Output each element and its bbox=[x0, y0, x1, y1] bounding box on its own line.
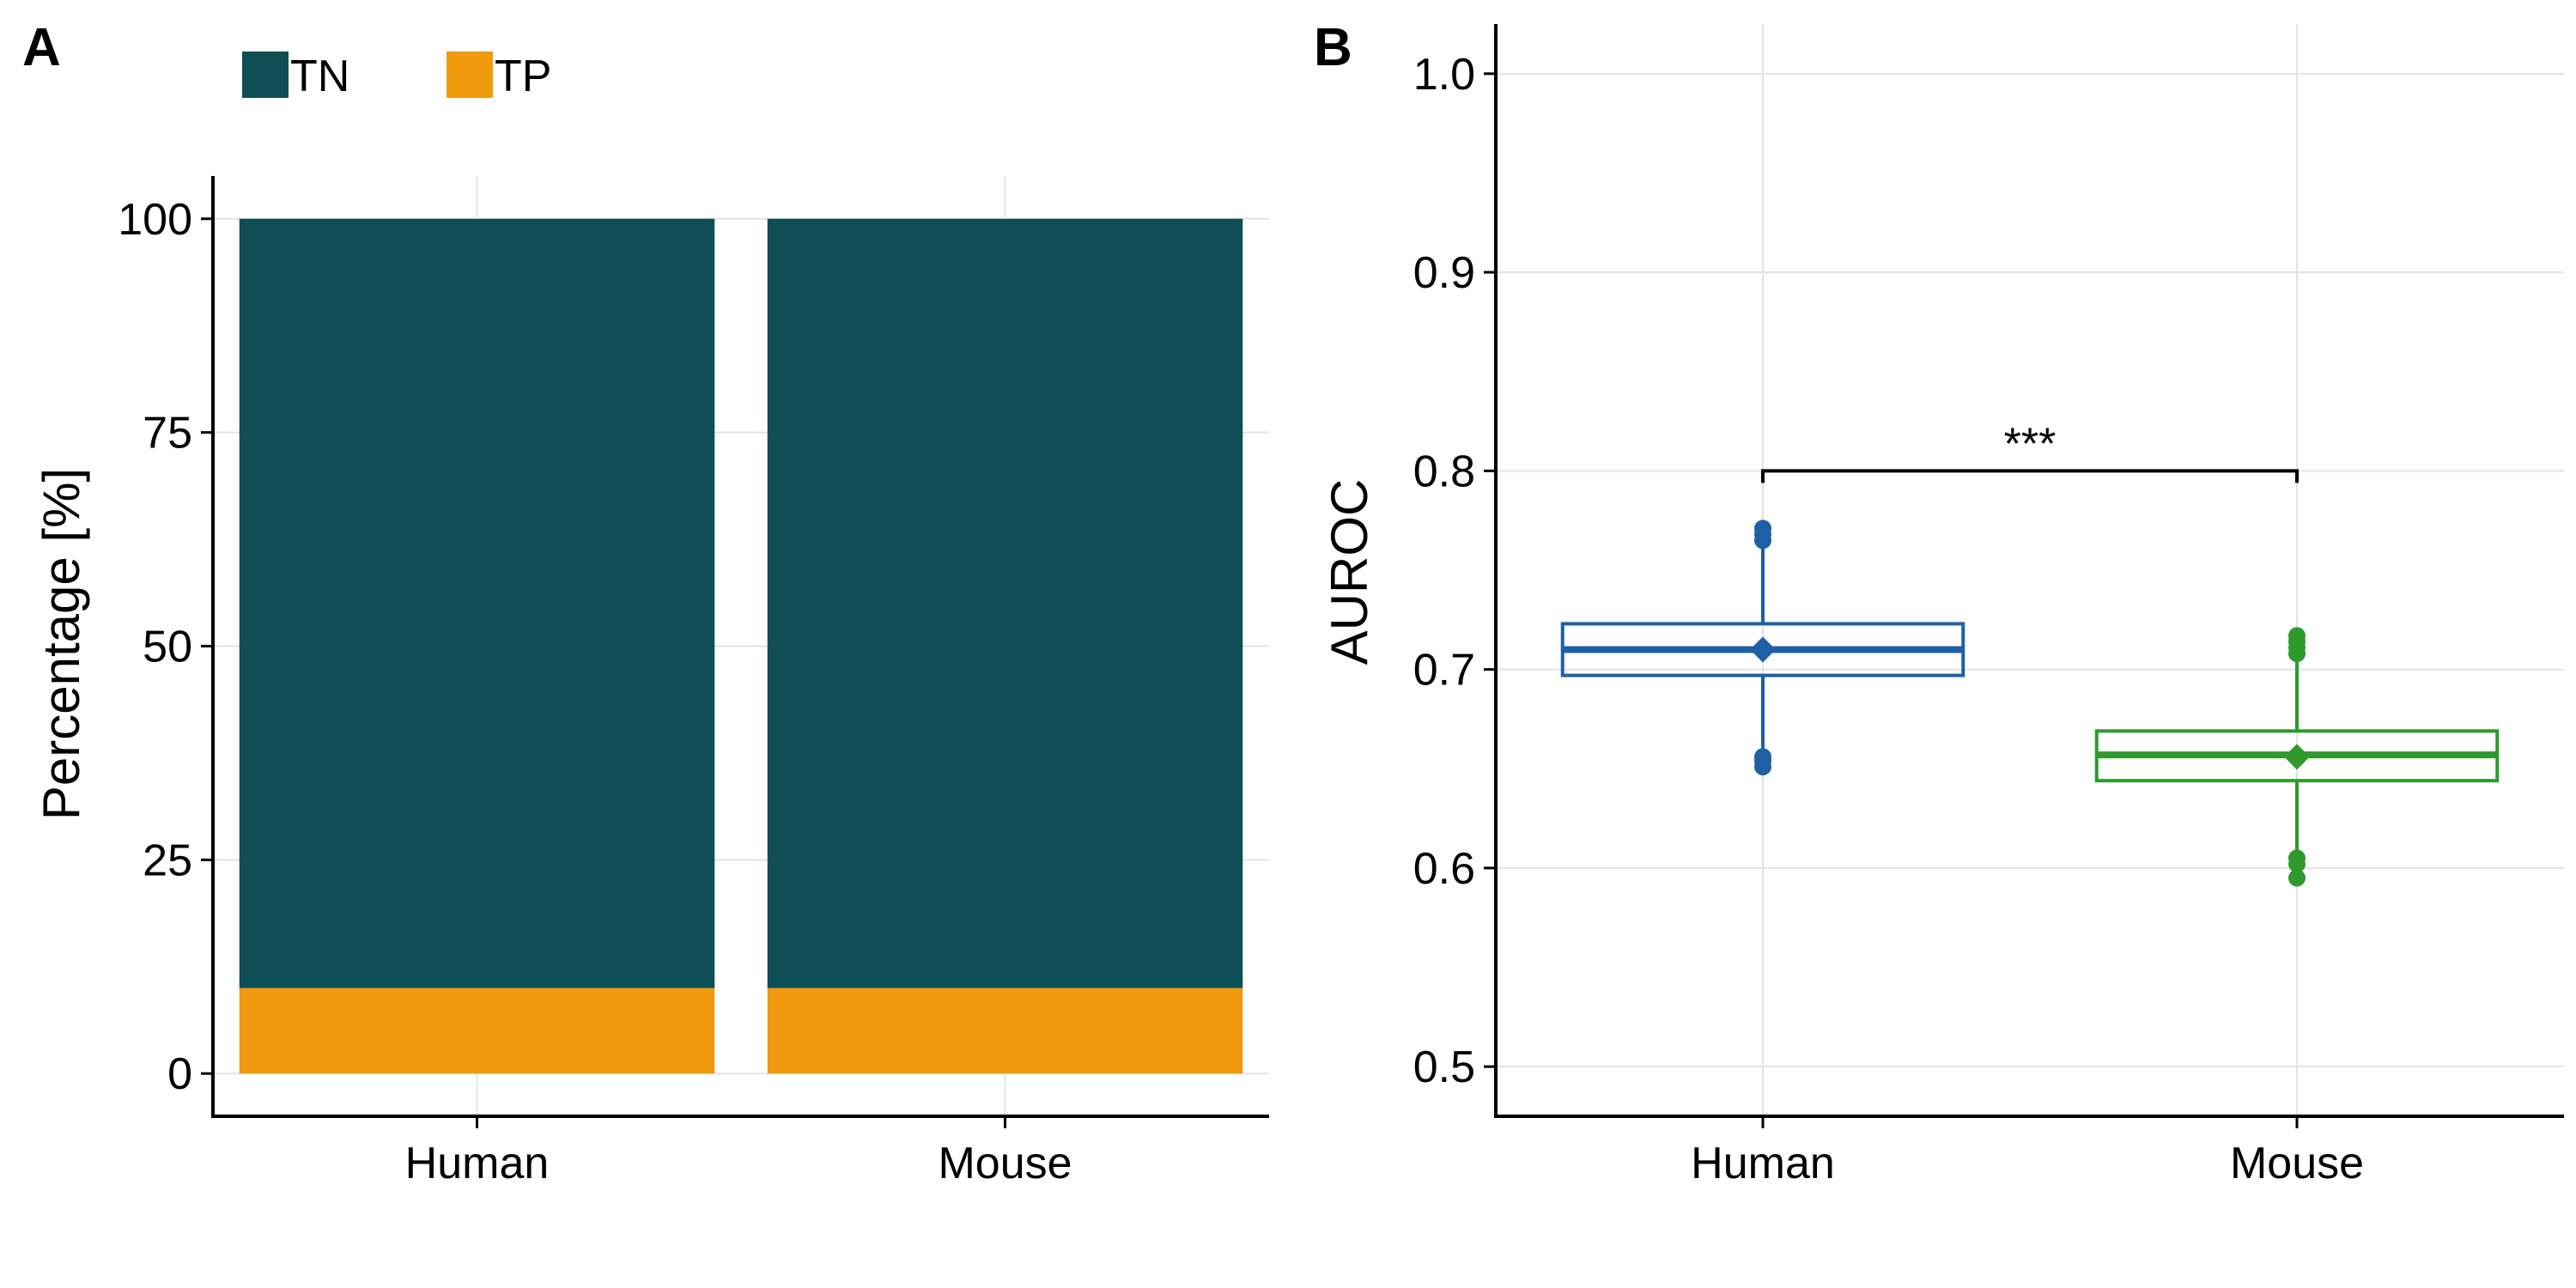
a-y-tick-label: 100 bbox=[118, 195, 192, 245]
box-human bbox=[1560, 519, 1965, 775]
outlier-point-mouse bbox=[2288, 869, 2306, 887]
a-y-tick-label: 50 bbox=[143, 623, 192, 672]
a-y-tick-label: 25 bbox=[143, 835, 192, 885]
significance-label: *** bbox=[2004, 419, 2057, 469]
bar-tn-mouse bbox=[767, 218, 1243, 988]
stacked-bar-chart-panel-a: 0 25 50 75 100 Human Mouse Percentage [%] TN TP bbox=[33, 52, 1269, 1188]
bar-tp-mouse bbox=[767, 987, 1243, 1074]
a-x-tick-label: Mouse bbox=[938, 1139, 1072, 1188]
b-x-tick-label: Mouse bbox=[2230, 1139, 2364, 1188]
mean-marker-human bbox=[1750, 636, 1776, 663]
legend: TN TP bbox=[242, 52, 551, 101]
legend-label-tp: TP bbox=[495, 52, 551, 101]
box-mouse bbox=[2094, 627, 2500, 887]
panel-label-a: A bbox=[22, 18, 61, 77]
b-y-axis-title: AUROC bbox=[1321, 479, 1378, 665]
legend-label-tn: TN bbox=[290, 52, 349, 101]
a-x-tick-label: Human bbox=[405, 1139, 550, 1188]
bar-tp-human bbox=[239, 987, 715, 1074]
outlier-point-human bbox=[1754, 519, 1771, 538]
panel-label-b: B bbox=[1314, 18, 1352, 77]
outlier-point-human bbox=[1754, 748, 1771, 766]
a-y-tick-label: 0 bbox=[167, 1049, 192, 1099]
b-y-tick-label: 0.6 bbox=[1413, 844, 1475, 894]
legend-swatch-tn bbox=[242, 52, 289, 98]
a-y-axis-title: Percentage [%] bbox=[33, 468, 90, 820]
b-x-tick-label: Human bbox=[1691, 1139, 1835, 1188]
b-y-tick-label: 1.0 bbox=[1413, 50, 1475, 100]
bar-tn-human bbox=[239, 218, 715, 988]
mean-marker-mouse bbox=[2284, 744, 2310, 770]
box-plot-panel-b: 0.5 0.6 0.7 0.8 0.9 1.0 Human Mouse *** AUROC bbox=[1321, 24, 2564, 1188]
significance-bracket bbox=[1761, 469, 2299, 483]
legend-swatch-tp bbox=[447, 52, 493, 98]
outlier-point-mouse bbox=[2288, 627, 2306, 645]
b-y-tick-label: 0.5 bbox=[1413, 1042, 1475, 1092]
b-y-tick-label: 0.8 bbox=[1413, 447, 1475, 496]
b-y-tick-label: 0.9 bbox=[1413, 248, 1475, 298]
a-y-tick-label: 75 bbox=[143, 409, 192, 459]
b-y-tick-label: 0.7 bbox=[1413, 646, 1475, 696]
outlier-point-mouse bbox=[2288, 849, 2306, 867]
